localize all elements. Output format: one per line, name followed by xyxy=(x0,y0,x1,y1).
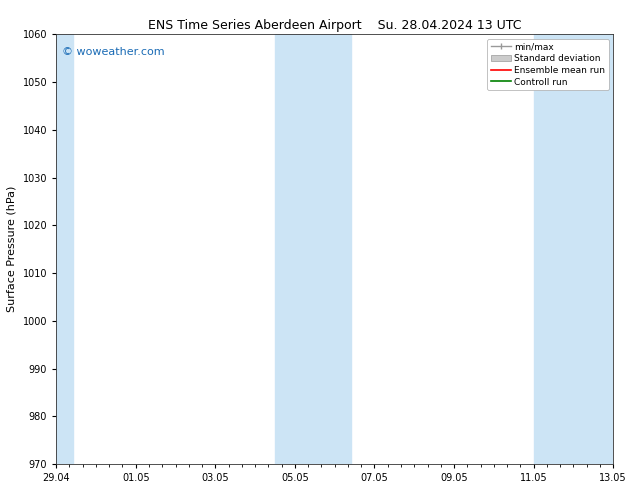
Bar xyxy=(56,34,73,464)
Title: ENS Time Series Aberdeen Airport    Su. 28.04.2024 13 UTC: ENS Time Series Aberdeen Airport Su. 28.… xyxy=(148,19,521,32)
Legend: min/max, Standard deviation, Ensemble mean run, Controll run: min/max, Standard deviation, Ensemble me… xyxy=(487,39,609,90)
Bar xyxy=(275,34,351,464)
Text: © woweather.com: © woweather.com xyxy=(61,47,164,57)
Bar xyxy=(534,34,613,464)
Y-axis label: Surface Pressure (hPa): Surface Pressure (hPa) xyxy=(7,186,17,312)
